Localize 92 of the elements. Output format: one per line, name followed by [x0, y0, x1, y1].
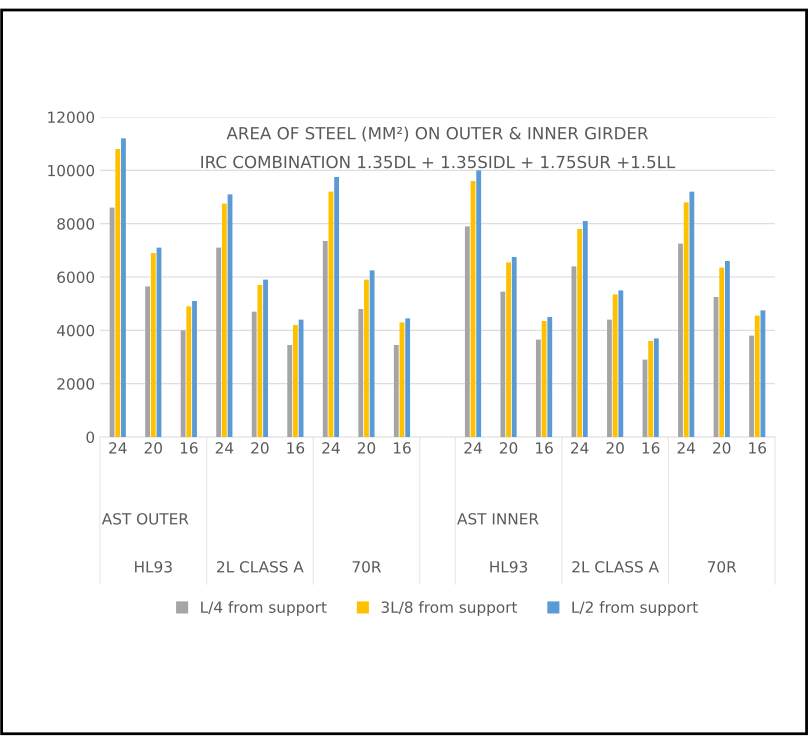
bar [642, 360, 648, 437]
bar [648, 341, 654, 437]
x-tick-label: 24 [216, 442, 234, 454]
bar [222, 204, 227, 437]
bar [512, 257, 517, 437]
text: AST INNER [457, 513, 539, 525]
bar [577, 229, 582, 437]
y-tick-label: 8000 [57, 218, 94, 230]
x-tick-label: 24 [109, 442, 127, 454]
text: AST OUTER [102, 513, 188, 525]
bar [322, 241, 328, 437]
x-tick-label: 24 [678, 442, 696, 454]
text: 2L CLASS A [572, 561, 659, 573]
bar [476, 170, 482, 437]
bar [180, 330, 186, 437]
x-tick-label: 20 [713, 442, 730, 454]
legend-label: 3L/8 from support [382, 601, 518, 616]
text: 70R [352, 561, 382, 573]
text: HL93 [135, 561, 172, 573]
bar [328, 192, 334, 437]
y-tick-label: 6000 [57, 271, 94, 284]
bar [145, 286, 150, 437]
bar [287, 345, 292, 437]
bar [110, 208, 114, 437]
y-tick-label: 12000 [48, 111, 94, 124]
bar [121, 138, 126, 437]
bar [618, 290, 624, 437]
bar [547, 317, 552, 437]
bar [754, 316, 760, 437]
bar [192, 301, 197, 437]
bar [760, 310, 766, 437]
bar [572, 266, 576, 437]
bar [749, 336, 754, 437]
x-tick-label: 16 [180, 442, 198, 454]
bar [724, 261, 730, 437]
x-tick-label: 16 [536, 442, 553, 454]
bar [582, 221, 588, 437]
bar [678, 244, 683, 437]
bar [358, 309, 364, 437]
y-tick-label: 2000 [57, 378, 94, 390]
bar [654, 338, 659, 437]
bar [612, 294, 618, 437]
bar [370, 270, 375, 437]
bar [252, 312, 257, 437]
text: HL93 [490, 561, 528, 573]
bar [607, 320, 612, 437]
text: 2L CLASS A [217, 561, 304, 573]
y-tick-label: 4000 [57, 324, 94, 336]
bar [334, 177, 340, 437]
text: 70R [708, 561, 736, 573]
bar [506, 262, 511, 437]
text: AREA OF STEEL (MM²) ON OUTER & INNER GIRDER [226, 126, 648, 142]
bar [150, 253, 156, 437]
bar [684, 202, 689, 437]
bar [689, 192, 694, 437]
y-tick-label: 0 [86, 431, 94, 444]
bar [186, 306, 192, 437]
x-tick-label: 16 [642, 442, 660, 454]
legend-label: L/4 from support [201, 601, 327, 616]
bar [542, 321, 546, 437]
x-tick-label: 20 [358, 442, 376, 454]
x-tick-label: 20 [251, 442, 269, 454]
bar [464, 226, 470, 437]
x-tick-label: 24 [322, 442, 340, 454]
legend-label: L/2 from support [572, 601, 698, 616]
bar [298, 320, 304, 437]
bar [228, 194, 232, 437]
x-tick-label: 24 [464, 442, 482, 454]
bar [394, 345, 399, 437]
bar [719, 268, 724, 437]
bar [500, 292, 506, 437]
bar [156, 248, 162, 437]
bar [405, 318, 410, 437]
x-tick-label: 20 [606, 442, 624, 454]
text: IRC COMBINATION 1.35DL + 1.35SIDL + 1.75SUR +1.5LL [201, 156, 676, 168]
bar [536, 340, 541, 437]
x-tick-label: 20 [144, 442, 162, 454]
x-tick-label: 24 [571, 442, 588, 454]
x-tick-label: 20 [500, 442, 518, 454]
bar [714, 297, 718, 437]
bar [292, 325, 298, 437]
bar [364, 280, 369, 437]
bar [400, 322, 404, 437]
y-tick-label: 10000 [48, 164, 94, 176]
bar [216, 248, 222, 437]
bar [470, 181, 476, 437]
bar [257, 285, 262, 437]
bar [115, 149, 120, 437]
x-tick-label: 16 [394, 442, 411, 454]
x-tick-label: 16 [749, 442, 766, 454]
bar [263, 280, 268, 437]
x-tick-label: 16 [287, 442, 304, 454]
